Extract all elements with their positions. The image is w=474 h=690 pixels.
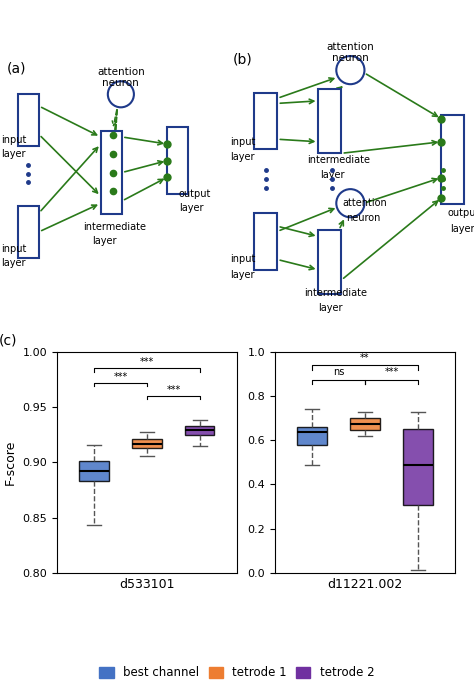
Text: ***: *** [113, 372, 128, 382]
PathPatch shape [185, 426, 214, 435]
Text: layer: layer [1, 258, 26, 268]
Text: input: input [1, 244, 27, 254]
Text: input: input [230, 255, 255, 264]
Text: intermediate: intermediate [304, 288, 367, 297]
Text: attention: attention [327, 41, 374, 52]
Text: layer: layer [450, 224, 474, 234]
Text: input: input [1, 135, 27, 145]
Text: layer: layer [319, 303, 343, 313]
X-axis label: d11221.002: d11221.002 [328, 578, 402, 591]
X-axis label: d533101: d533101 [119, 578, 175, 591]
Circle shape [108, 81, 134, 108]
PathPatch shape [350, 418, 380, 430]
Text: layer: layer [92, 237, 117, 246]
Circle shape [336, 56, 365, 84]
Circle shape [336, 189, 365, 217]
PathPatch shape [297, 427, 327, 445]
FancyBboxPatch shape [167, 128, 189, 194]
Text: ***: *** [384, 367, 399, 377]
Text: attention: attention [97, 66, 145, 77]
Text: (a): (a) [7, 61, 27, 75]
FancyBboxPatch shape [18, 95, 39, 146]
Text: ***: *** [166, 385, 181, 395]
Text: neuron: neuron [332, 54, 369, 63]
Text: layer: layer [230, 270, 255, 279]
Text: intermediate: intermediate [307, 155, 370, 165]
Y-axis label: F-score: F-score [4, 440, 17, 485]
Text: output: output [179, 189, 211, 199]
FancyBboxPatch shape [100, 131, 122, 214]
Text: layer: layer [1, 149, 26, 159]
FancyBboxPatch shape [319, 230, 341, 294]
Text: layer: layer [179, 204, 203, 213]
Text: layer: layer [319, 170, 344, 180]
Text: output: output [447, 208, 474, 218]
FancyBboxPatch shape [319, 89, 341, 153]
FancyBboxPatch shape [18, 206, 39, 258]
Text: neuron: neuron [346, 213, 381, 224]
Text: (c): (c) [0, 333, 18, 348]
Text: **: ** [360, 353, 370, 363]
FancyBboxPatch shape [255, 213, 277, 270]
PathPatch shape [132, 439, 162, 448]
Legend: best channel, tetrode 1, tetrode 2: best channel, tetrode 1, tetrode 2 [95, 662, 379, 684]
Text: intermediate: intermediate [83, 222, 146, 233]
PathPatch shape [403, 429, 432, 505]
Text: attention: attention [343, 198, 387, 208]
FancyBboxPatch shape [441, 115, 465, 204]
Text: ns: ns [333, 367, 344, 377]
Text: input: input [230, 137, 255, 147]
Text: layer: layer [230, 152, 255, 162]
PathPatch shape [79, 461, 109, 481]
Text: neuron: neuron [102, 78, 139, 88]
Text: (b): (b) [233, 52, 252, 66]
FancyBboxPatch shape [255, 93, 277, 150]
Text: ***: *** [140, 357, 154, 367]
